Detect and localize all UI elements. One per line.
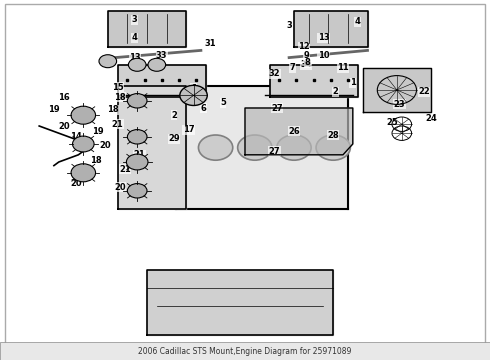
Text: 11: 11 (337, 63, 349, 72)
Circle shape (316, 135, 350, 160)
Circle shape (127, 130, 147, 144)
Text: 31: 31 (205, 39, 217, 48)
Text: 4: 4 (355, 17, 361, 26)
Circle shape (198, 135, 233, 160)
Text: 34: 34 (300, 60, 312, 69)
Circle shape (128, 58, 146, 71)
Text: 2: 2 (171, 111, 177, 120)
Text: 14: 14 (70, 132, 82, 141)
Circle shape (127, 94, 147, 108)
Circle shape (73, 136, 94, 152)
Text: 26: 26 (288, 127, 300, 136)
Text: 30: 30 (185, 93, 197, 102)
Text: 32: 32 (269, 69, 280, 78)
Polygon shape (147, 270, 333, 335)
Polygon shape (294, 11, 368, 47)
Text: 24: 24 (425, 114, 437, 123)
Text: 28: 28 (327, 131, 339, 140)
Text: 21: 21 (112, 120, 123, 129)
Text: 20: 20 (114, 183, 126, 192)
Text: 15: 15 (112, 83, 123, 92)
Text: 10: 10 (318, 51, 329, 60)
Text: 20: 20 (99, 141, 111, 150)
Text: 5: 5 (220, 98, 226, 107)
Text: 9: 9 (303, 51, 309, 60)
Circle shape (238, 135, 272, 160)
Text: 18: 18 (107, 105, 119, 114)
Text: 17: 17 (183, 125, 195, 134)
Polygon shape (176, 86, 348, 209)
Text: 1: 1 (350, 78, 356, 87)
Text: 8: 8 (305, 58, 311, 67)
Polygon shape (118, 65, 206, 97)
Text: 19: 19 (80, 168, 92, 177)
Polygon shape (245, 108, 353, 155)
Text: 22: 22 (418, 87, 430, 96)
Text: 2006 Cadillac STS Mount,Engine Diagram for 25971089: 2006 Cadillac STS Mount,Engine Diagram f… (138, 346, 352, 356)
Text: 12: 12 (298, 42, 310, 51)
Text: 20: 20 (70, 179, 82, 188)
Text: 25: 25 (386, 118, 398, 127)
Text: 3: 3 (132, 15, 138, 24)
Text: 16: 16 (58, 93, 70, 102)
Circle shape (71, 106, 96, 124)
Text: 19: 19 (92, 127, 104, 136)
Text: 13: 13 (129, 53, 141, 62)
Polygon shape (363, 68, 431, 112)
Circle shape (127, 184, 147, 198)
FancyBboxPatch shape (0, 342, 490, 360)
Circle shape (148, 58, 166, 71)
Text: 2: 2 (333, 87, 339, 96)
Text: 6: 6 (200, 104, 206, 113)
Text: 3: 3 (286, 21, 292, 30)
Text: 21: 21 (134, 150, 146, 159)
Circle shape (71, 164, 96, 182)
Circle shape (126, 154, 148, 170)
Polygon shape (118, 86, 186, 209)
Text: 21: 21 (119, 165, 131, 174)
Circle shape (180, 85, 207, 105)
Text: 7: 7 (290, 63, 295, 72)
Text: 23: 23 (393, 100, 405, 109)
Text: 1: 1 (191, 84, 196, 93)
Polygon shape (108, 11, 186, 47)
Text: 13: 13 (318, 33, 329, 42)
Text: 29: 29 (168, 134, 180, 143)
Text: 20: 20 (58, 122, 70, 131)
Text: 33: 33 (156, 51, 168, 60)
Text: 19: 19 (48, 105, 60, 114)
Circle shape (277, 135, 311, 160)
Polygon shape (270, 65, 358, 97)
Text: 4: 4 (132, 33, 138, 42)
Text: 18: 18 (114, 93, 126, 102)
Text: 27: 27 (269, 147, 280, 156)
Text: 18: 18 (90, 156, 101, 165)
Text: 27: 27 (271, 104, 283, 113)
Circle shape (99, 55, 117, 68)
